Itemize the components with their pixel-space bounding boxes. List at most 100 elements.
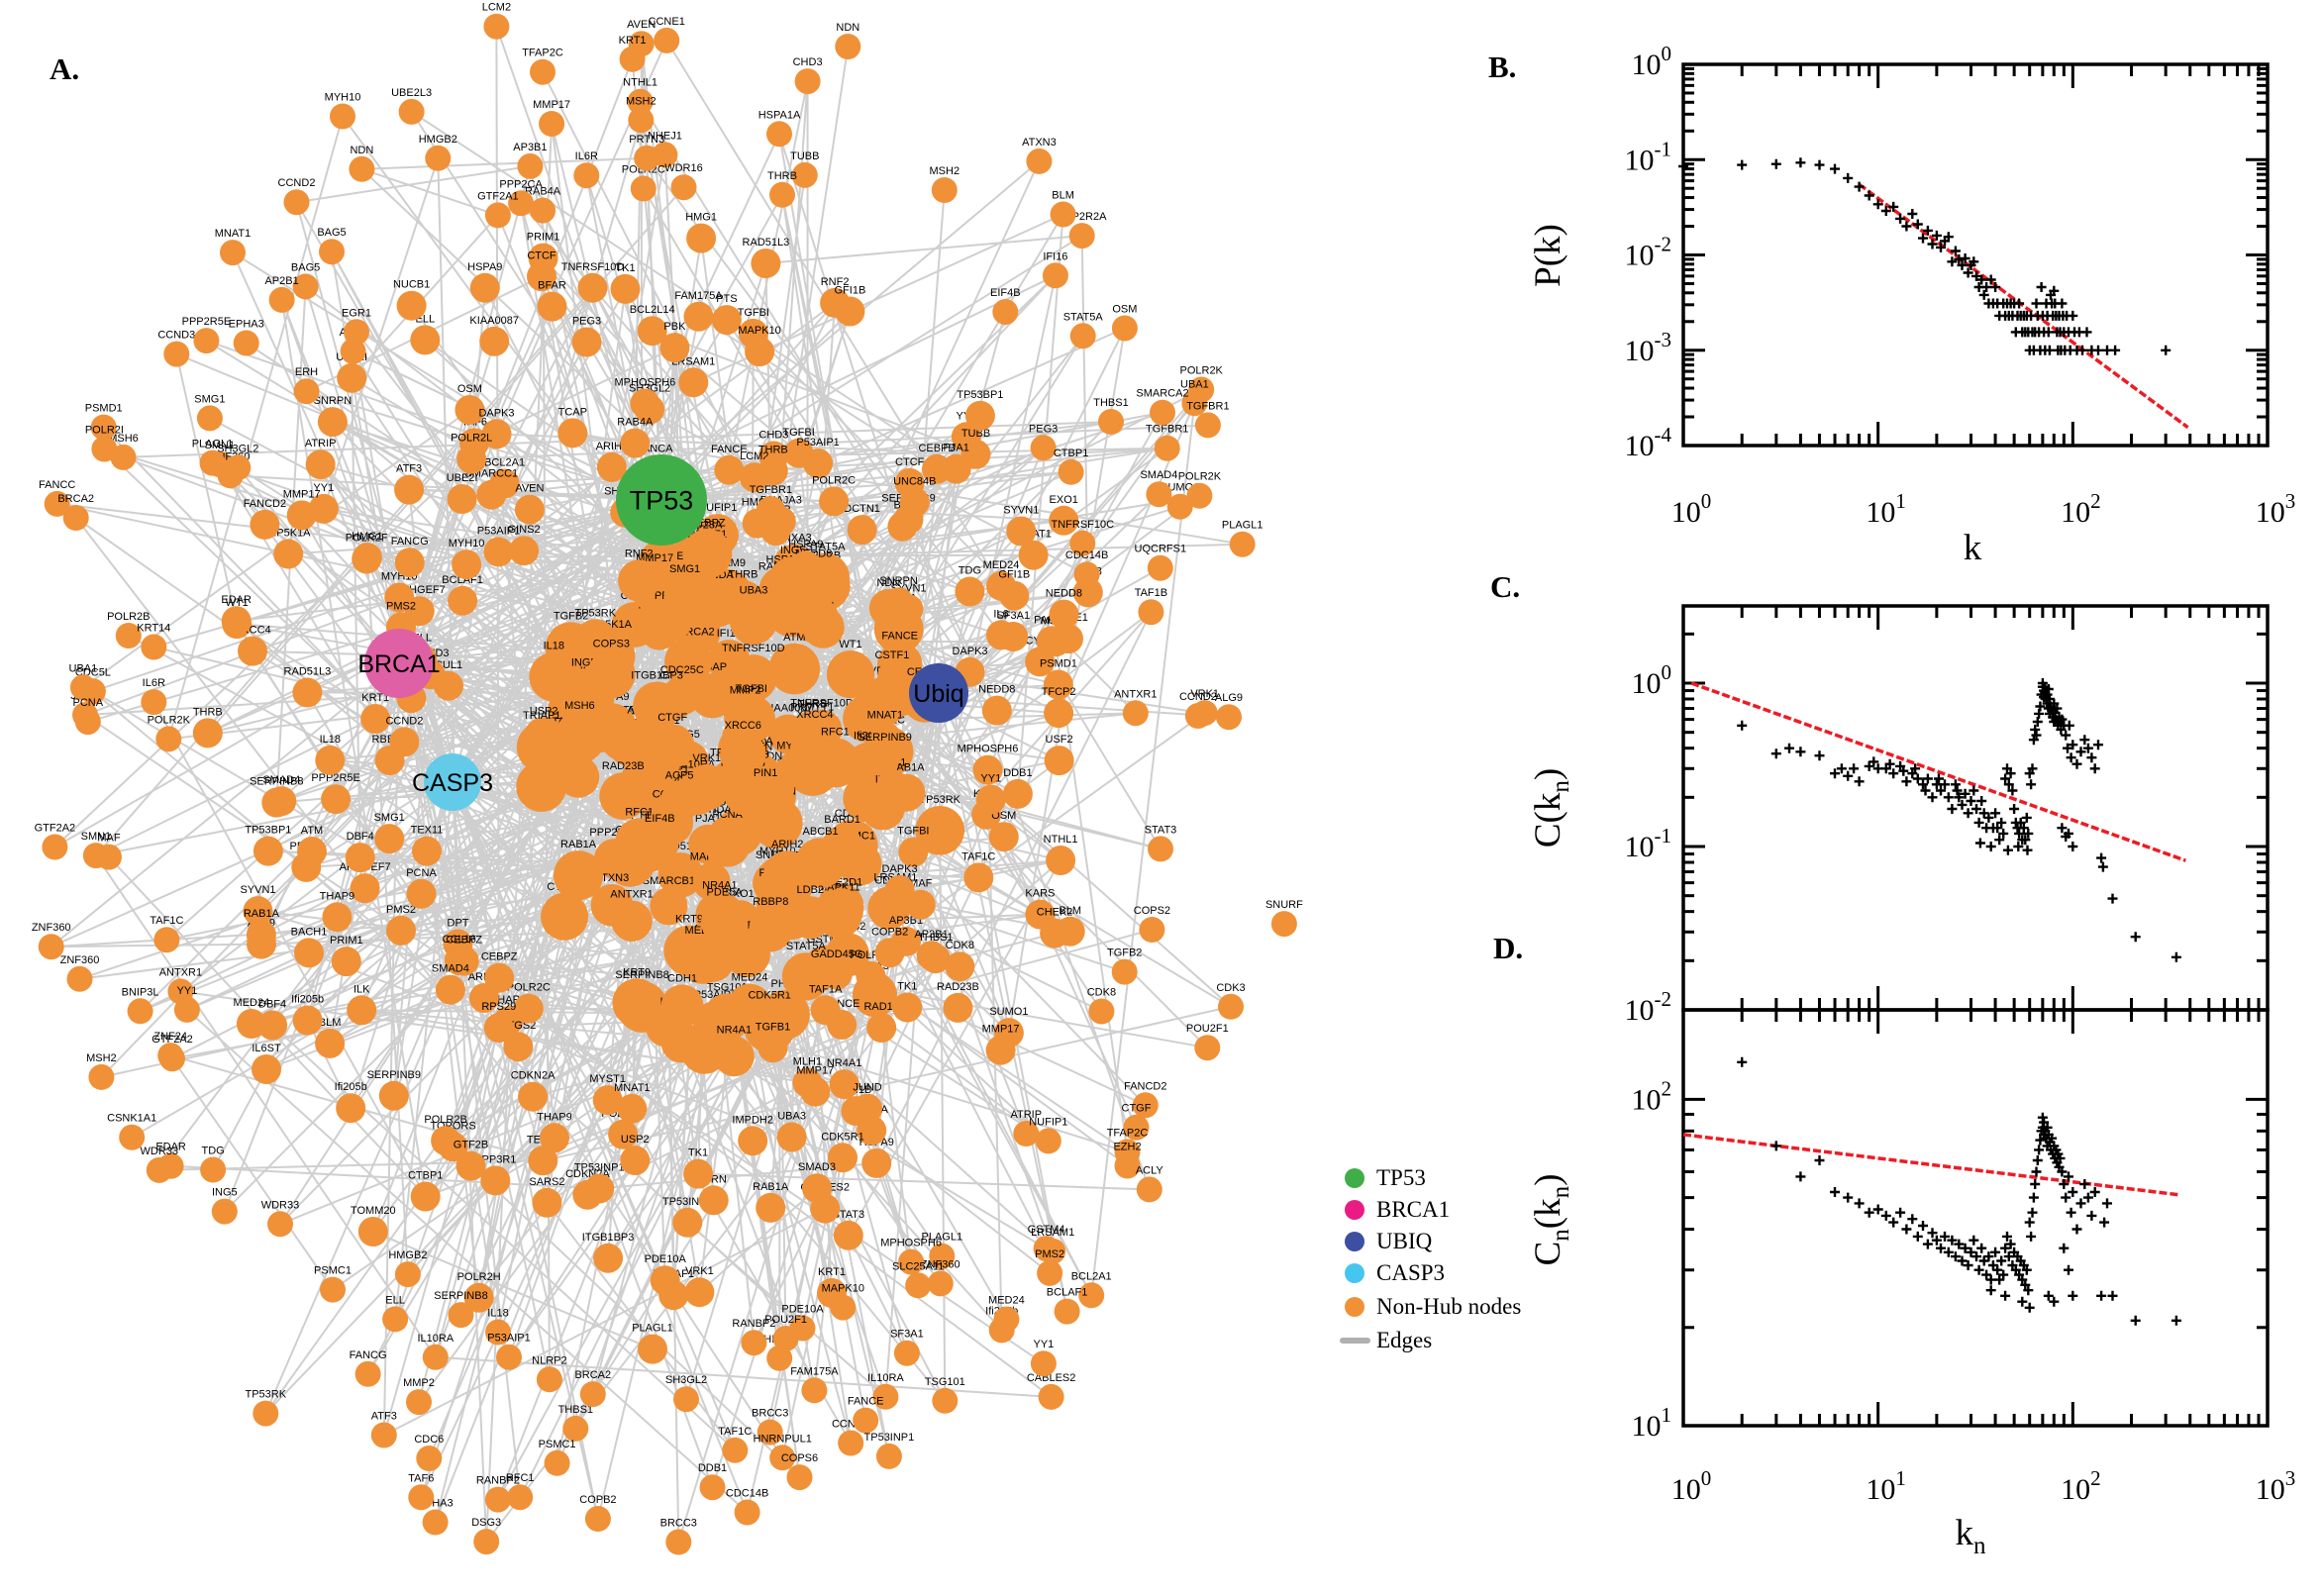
data-point: [2061, 1192, 2071, 1203]
data-point: [1830, 1187, 1840, 1197]
network-node-label: HMG1: [742, 497, 773, 509]
data-point: [1830, 768, 1840, 779]
data-point: [1973, 817, 1984, 828]
network-node: [562, 1415, 589, 1442]
network-node: [1194, 1035, 1221, 1061]
network-node: [641, 824, 679, 863]
network-node-label: PSMD1: [85, 403, 123, 415]
network-node-label: KRT14: [137, 623, 170, 635]
network-node: [756, 496, 786, 527]
network-node-label: TP53RK: [246, 1389, 287, 1401]
network-node-label: MNAT1: [614, 1082, 650, 1094]
network-node-label: TEX11: [411, 825, 444, 837]
network-node-label: PTS: [716, 293, 737, 305]
network-node-label: PLAGL1: [632, 1323, 673, 1335]
data-point: [1957, 259, 1968, 270]
data-point: [1952, 785, 1963, 796]
network-node: [1132, 1092, 1159, 1119]
data-point: [1960, 253, 1970, 263]
network-node-label: BCLAF1: [1047, 1287, 1088, 1299]
network-node-label: FANCE: [881, 630, 918, 642]
network-node: [932, 1387, 959, 1414]
network-edge: [169, 1164, 601, 1190]
network-node: [292, 273, 319, 300]
network-node: [221, 606, 252, 637]
hub-node-BRCA1: [364, 629, 434, 698]
network-node: [1049, 505, 1079, 536]
network-node: [766, 1345, 793, 1371]
network-node: [96, 844, 122, 870]
network-node: [448, 585, 478, 616]
network-node-label: TP53INP1: [864, 1432, 915, 1444]
network-node-label: CDKN2A: [511, 1070, 556, 1082]
network-node-label: MYH10: [325, 92, 361, 104]
network-node-label: SH3GL2: [217, 443, 258, 454]
network-node: [349, 155, 375, 182]
network-node: [898, 837, 929, 867]
data-point: [1737, 720, 1748, 731]
data-point: [2002, 845, 2013, 855]
network-node: [853, 1093, 883, 1124]
brca1-legend-dot: [1345, 1200, 1364, 1220]
network-node-label: CDK8: [946, 940, 974, 951]
data-point: [1943, 232, 1954, 243]
x-tick-label: 102: [2061, 1466, 2101, 1506]
data-point: [1943, 1247, 1954, 1257]
network-node-label: ATF3: [396, 463, 422, 475]
network-edge: [654, 274, 1057, 471]
network-node: [1218, 993, 1244, 1020]
network-node-label: TAF1C: [718, 1426, 752, 1438]
network-node-label: NTHL1: [1044, 834, 1078, 846]
network-node-label: BARD1: [824, 814, 860, 826]
network-node-label: MSH6: [108, 433, 139, 445]
fit-line-B: [1858, 182, 2189, 430]
network-node-label: HMG1: [352, 531, 383, 543]
fit-line-D: [1682, 1133, 2179, 1197]
network-node-label: CDC14B: [726, 1488, 768, 1500]
network-node-label: TP53RK: [919, 794, 960, 806]
network-node: [1037, 1259, 1063, 1286]
network-node-label: SNURF: [1265, 899, 1303, 911]
network-node: [772, 1326, 799, 1351]
network-edge: [403, 741, 947, 1402]
network-node: [283, 189, 310, 216]
hub-node-label: BRCA1: [357, 650, 440, 678]
network-node: [554, 850, 604, 901]
network-node-label: ZNF360: [921, 1258, 960, 1270]
network-node-label: ARIH2: [771, 839, 803, 850]
network-node-label: USP2: [530, 705, 558, 717]
network-edge: [398, 235, 1083, 664]
network-node-label: ATM: [783, 632, 805, 644]
network-node: [484, 1486, 511, 1513]
network-node: [540, 1123, 569, 1153]
network-node: [620, 428, 651, 458]
network-node-label: POLR2L: [451, 433, 492, 445]
y-tick-label: 102: [1632, 1076, 1672, 1116]
network-node-label: THBS1: [1093, 397, 1128, 409]
network-node-label: MED24: [234, 997, 270, 1009]
network-node: [233, 330, 259, 356]
data-point: [2005, 768, 2016, 779]
network-node-label: PLAGL1: [922, 1232, 963, 1244]
data-point: [2107, 1290, 2118, 1301]
y-tick-label: 100: [1632, 42, 1672, 81]
network-node: [357, 1217, 388, 1247]
network-node: [42, 834, 68, 860]
network-node-label: ATRIP: [1011, 1109, 1043, 1121]
network-node-label: EIF4B: [990, 287, 1021, 299]
x-axis-label-D: kn: [1956, 1513, 1987, 1559]
network-node: [757, 1419, 783, 1446]
network-node: [577, 272, 608, 303]
network-node-label: ILK: [354, 983, 370, 995]
network-node-label: PIN1: [754, 767, 777, 779]
network-edge: [103, 448, 454, 783]
network-node: [1154, 435, 1180, 461]
network-node-label: DBF4: [347, 831, 374, 843]
network-node-label: GTF2A2: [35, 823, 76, 835]
network-node-label: KRT1: [619, 35, 647, 47]
network-node: [1194, 412, 1221, 439]
network-node-label: FAM175A: [674, 290, 723, 302]
network-node-label: SUMO1: [989, 1006, 1028, 1018]
data-point: [2064, 720, 2074, 731]
network-node: [701, 898, 749, 946]
